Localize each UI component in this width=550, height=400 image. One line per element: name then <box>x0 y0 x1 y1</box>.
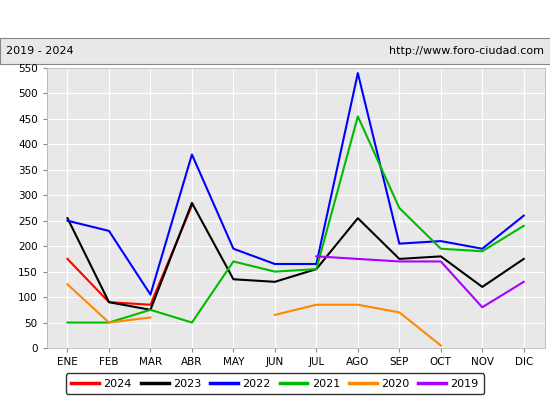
2022 <box>272 262 278 266</box>
2022 <box>313 262 320 266</box>
2022 <box>106 228 112 233</box>
Line: 2024: 2024 <box>68 206 192 305</box>
2022 <box>396 241 403 246</box>
2021 <box>272 269 278 274</box>
2019 <box>479 305 486 310</box>
2022 <box>520 213 527 218</box>
2021 <box>355 114 361 119</box>
2023 <box>106 300 112 304</box>
Text: 2019 - 2024: 2019 - 2024 <box>6 46 73 56</box>
2021 <box>230 259 236 264</box>
2020 <box>106 320 112 325</box>
2020 <box>147 315 154 320</box>
Line: 2023: 2023 <box>68 203 524 310</box>
2019 <box>396 259 403 264</box>
2022 <box>64 218 71 223</box>
2024 <box>147 302 154 307</box>
2021 <box>520 224 527 228</box>
2019 <box>520 280 527 284</box>
2024 <box>189 203 195 208</box>
2021 <box>64 320 71 325</box>
2022 <box>189 152 195 157</box>
2021 <box>147 308 154 312</box>
2024 <box>106 300 112 304</box>
2022 <box>147 292 154 297</box>
Line: 2021: 2021 <box>68 116 524 322</box>
Line: 2022: 2022 <box>68 73 524 294</box>
2022 <box>230 246 236 251</box>
2021 <box>396 206 403 210</box>
2021 <box>313 267 320 272</box>
2023 <box>64 216 71 220</box>
2019 <box>313 254 320 259</box>
2022 <box>355 71 361 76</box>
2022 <box>479 246 486 251</box>
Text: http://www.foro-ciudad.com: http://www.foro-ciudad.com <box>389 46 544 56</box>
2023 <box>313 267 320 272</box>
2023 <box>272 280 278 284</box>
2023 <box>189 200 195 205</box>
2023 <box>230 277 236 282</box>
2021 <box>106 320 112 325</box>
2021 <box>189 320 195 325</box>
2022 <box>437 239 444 244</box>
Text: Evolucion Nº Turistas Nacionales en el municipio de Pedroso de Acim: Evolucion Nº Turistas Nacionales en el m… <box>16 12 534 26</box>
2023 <box>479 284 486 289</box>
2024 <box>64 256 71 261</box>
2023 <box>355 216 361 220</box>
Legend: 2024, 2023, 2022, 2021, 2020, 2019: 2024, 2023, 2022, 2021, 2020, 2019 <box>65 373 485 394</box>
2023 <box>437 254 444 259</box>
2020 <box>64 282 71 287</box>
2019 <box>355 256 361 261</box>
2023 <box>396 256 403 261</box>
2023 <box>520 256 527 261</box>
2021 <box>479 249 486 254</box>
2023 <box>147 308 154 312</box>
Line: 2019: 2019 <box>316 256 524 307</box>
2021 <box>437 246 444 251</box>
Line: 2020: 2020 <box>68 284 151 322</box>
2019 <box>437 259 444 264</box>
